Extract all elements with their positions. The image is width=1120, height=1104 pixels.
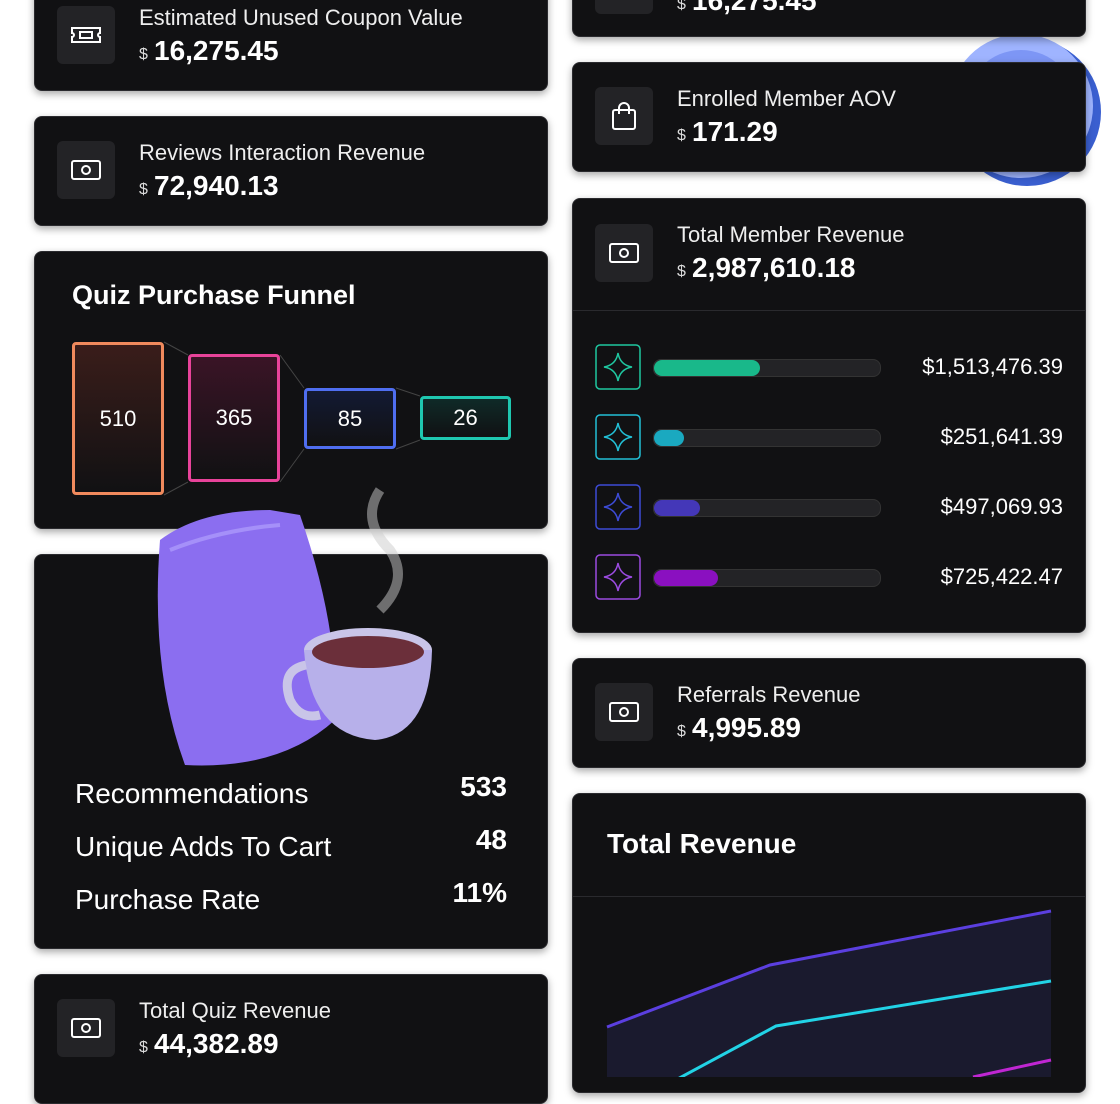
metric-label: Referrals Revenue: [677, 682, 861, 707]
tier-bar: [654, 570, 718, 586]
metric-label: Reviews Interaction Revenue: [139, 140, 426, 165]
tier-bar: [654, 360, 760, 376]
icon-box: [595, 87, 653, 145]
metric-value: 171.29: [692, 116, 778, 147]
currency: $: [677, 723, 686, 740]
tier-bar-track: [653, 569, 881, 587]
stat-label: Recommendations: [75, 778, 309, 809]
metric-value: 72,940.13: [154, 170, 279, 201]
metric-value: 16,275.45: [692, 0, 817, 16]
metric-value: 4,995.89: [692, 712, 801, 743]
metric-label: Enrolled Member AOV: [677, 86, 896, 111]
tier-bar: [654, 500, 700, 516]
divider: [573, 310, 1085, 311]
tier-bar: [654, 430, 684, 446]
tier-bar-track: [653, 429, 881, 447]
metric-card: $16,275.45: [572, 0, 1086, 37]
stat-value: 11%: [452, 877, 508, 908]
tier-icon: [595, 344, 641, 390]
icon-box: [595, 224, 653, 282]
funnel-step: 26: [420, 396, 511, 440]
tier-icon: [595, 554, 641, 600]
tier-icon: [595, 484, 641, 530]
metric-card: Enrolled Member AOV $171.29: [572, 62, 1086, 172]
metric-card: Reviews Interaction Revenue $72,940.13: [34, 116, 548, 226]
tier-bar-track: [653, 359, 881, 377]
funnel-step: 510: [72, 342, 164, 495]
funnel-card: Quiz Purchase Funnel 510 365 85 26: [34, 251, 548, 529]
currency: $: [139, 181, 148, 198]
tier-value: $725,422.47: [940, 564, 1063, 589]
divider: [573, 896, 1085, 897]
page: Quiz Purchase Funnel 510 365 85 26 Recommen…: [34, 0, 1101, 1104]
stat-label: Purchase Rate: [75, 884, 261, 915]
revenue-chart: [606, 909, 1052, 1077]
total-revenue-card: Total Revenue: [572, 793, 1086, 1093]
icon-box: [57, 999, 115, 1057]
funnel-links: [163, 341, 421, 496]
currency: $: [677, 0, 686, 13]
stat-value: 533: [460, 771, 507, 802]
stat-value: 48: [475, 824, 507, 855]
currency: $: [139, 46, 148, 63]
icon-box: [57, 141, 115, 199]
currency: $: [139, 1039, 148, 1056]
currency: $: [677, 127, 686, 144]
metric-card: Estimated Unused Coupon Value $16,275.45: [34, 0, 548, 91]
metric-label: Estimated Unused Coupon Value: [139, 5, 463, 30]
chart-title: Total Revenue: [607, 828, 797, 859]
metric-card: Total Quiz Revenue $44,382.89: [34, 974, 548, 1104]
icon-box: [57, 6, 115, 64]
tier-value: $1,513,476.39: [922, 354, 1063, 379]
metric-value: 44,382.89: [154, 1028, 279, 1059]
metric-value: 2,987,610.18: [692, 252, 856, 283]
funnel-step: 85: [304, 388, 396, 449]
coffee-illustration: [157, 487, 432, 766]
metric-label: Total Quiz Revenue: [139, 998, 331, 1023]
tier-value: $497,069.93: [940, 494, 1063, 519]
tier-bar-track: [653, 499, 881, 517]
icon-box: [595, 683, 653, 741]
tier-icon: [595, 414, 641, 460]
funnel-title: Quiz Purchase Funnel: [72, 280, 356, 310]
member-revenue-card: Total Member Revenue $ 2,987,610.18 $1,5…: [572, 198, 1086, 633]
metric-value: 16,275.45: [154, 35, 279, 66]
currency: $: [677, 263, 686, 280]
metric-card: Referrals Revenue $4,995.89: [572, 658, 1086, 768]
stat-label: Unique Adds To Cart: [75, 831, 332, 862]
icon-box: [595, 0, 653, 14]
tier-value: $251,641.39: [940, 424, 1063, 449]
funnel-step: 365: [188, 354, 280, 482]
metric-label: Total Member Revenue: [677, 222, 905, 247]
